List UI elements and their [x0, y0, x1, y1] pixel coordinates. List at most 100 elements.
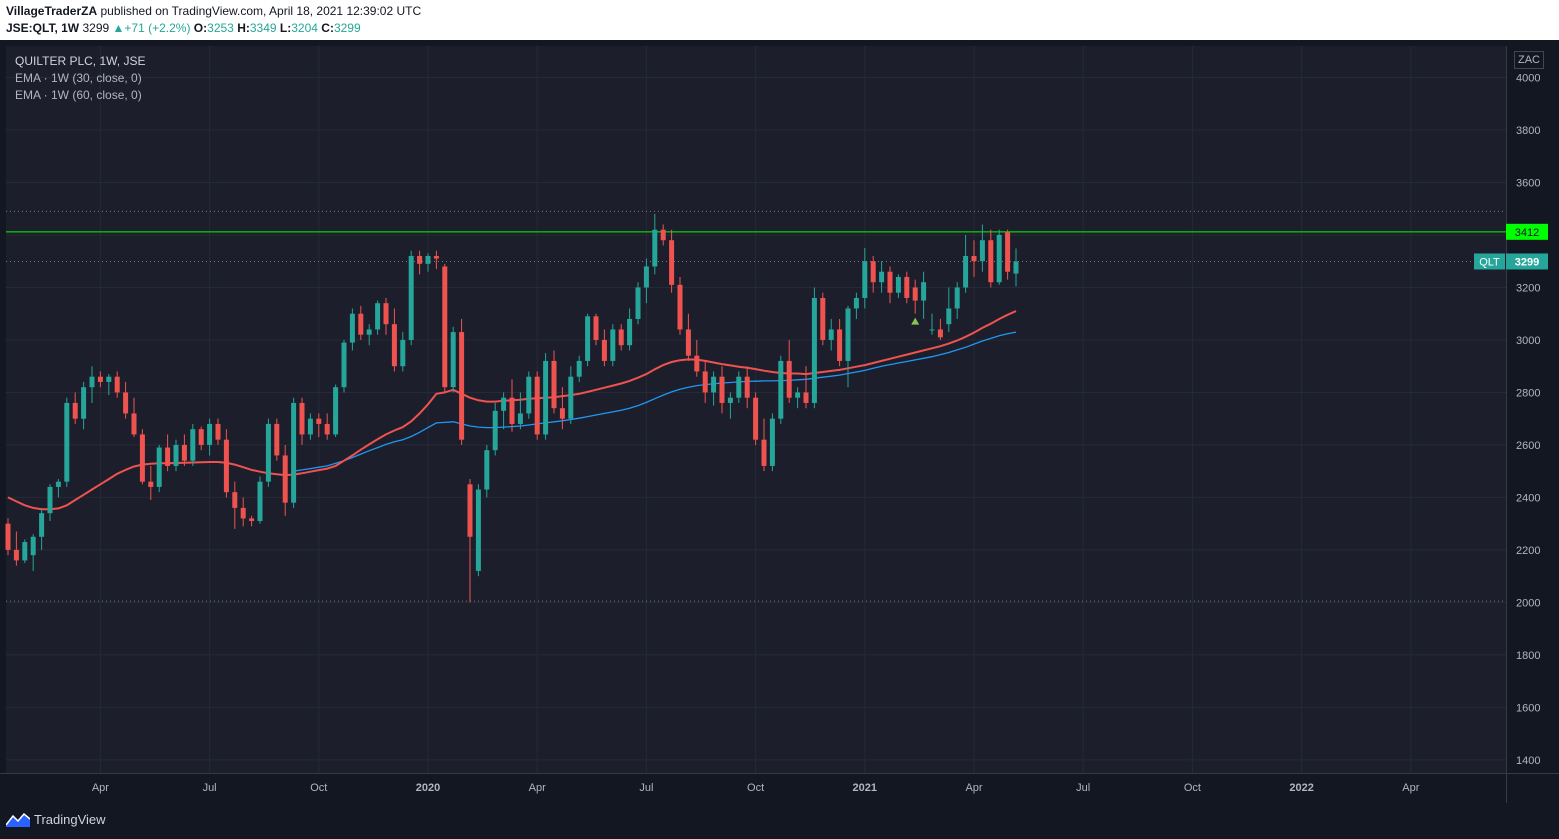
candle-body	[635, 287, 641, 319]
candle	[879, 261, 885, 293]
candle-body	[492, 410, 498, 451]
x-tick-label: 2020	[416, 782, 440, 794]
candle	[30, 534, 36, 571]
candle	[425, 253, 431, 272]
legend-title[interactable]: QUILTER PLC, 1W, JSE	[15, 54, 146, 68]
candle	[467, 479, 473, 603]
candle-body	[123, 392, 129, 414]
candle-body	[963, 255, 969, 288]
y-tick-label: 2400	[1516, 492, 1540, 504]
candle-body	[39, 513, 45, 537]
candle-body	[517, 413, 523, 424]
candle-body	[383, 303, 389, 325]
candle	[5, 518, 11, 556]
candle-body	[912, 287, 918, 301]
x-tick-label: Apr	[965, 782, 982, 794]
candle-body	[324, 423, 330, 435]
candle	[559, 387, 565, 430]
candle	[845, 305, 851, 388]
candle	[820, 292, 826, 346]
candle	[324, 413, 330, 440]
candle-body	[417, 255, 423, 264]
candle-body	[190, 429, 196, 461]
candle-body	[215, 423, 221, 440]
candle	[618, 324, 624, 351]
candle	[123, 381, 129, 419]
candle-body	[870, 261, 876, 283]
candle	[837, 318, 843, 367]
candle-body	[72, 402, 78, 419]
candle	[778, 355, 784, 424]
candle-body	[828, 329, 834, 340]
candle-body	[459, 332, 465, 440]
x-tick-label: Jul	[203, 782, 217, 794]
candle-body	[47, 486, 53, 514]
candle	[870, 255, 876, 293]
candle	[265, 418, 271, 487]
legend-ema30[interactable]: EMA · 1W (30, close, 0)	[15, 71, 142, 85]
x-tick-label: Oct	[1184, 782, 1201, 794]
candle-body	[265, 423, 271, 482]
y-tick-label: 4000	[1516, 72, 1540, 84]
candle-body	[257, 481, 263, 522]
candle-body	[601, 339, 607, 361]
candle	[702, 360, 708, 403]
candle-body	[551, 360, 557, 409]
publication-header: VillageTraderZA published on TradingView…	[0, 0, 1559, 40]
candle	[442, 263, 448, 393]
candle-body	[786, 360, 792, 398]
candle-body	[559, 408, 565, 419]
candle-body	[5, 523, 11, 550]
candle-body	[501, 397, 507, 411]
y-tick-label: 1600	[1516, 702, 1540, 714]
tradingview-logo-icon	[6, 812, 30, 827]
candle	[828, 318, 834, 351]
candle	[769, 413, 775, 472]
candle	[534, 371, 540, 440]
candle-body	[727, 397, 733, 403]
candle-body	[845, 308, 851, 361]
candle	[81, 381, 87, 430]
x-tick-label: Oct	[310, 782, 327, 794]
candle	[249, 515, 255, 527]
signal-triangle-icon	[911, 317, 920, 325]
y-tick-label: 2800	[1516, 387, 1540, 399]
candle	[643, 258, 649, 304]
candle-body	[341, 342, 347, 388]
chart-legend: QUILTER PLC, 1W, JSE EMA · 1W (30, close…	[15, 53, 145, 104]
candle-body	[879, 271, 885, 283]
high-value: 3349	[249, 21, 277, 35]
candle-body	[694, 355, 700, 372]
candle-body	[904, 276, 910, 298]
close-label: C:	[321, 21, 334, 35]
tradingview-brand[interactable]: TradingView	[6, 812, 106, 827]
y-tick-label: 2200	[1516, 545, 1540, 557]
candle	[341, 339, 347, 393]
candle-body	[652, 229, 658, 267]
candle	[55, 479, 61, 498]
author-name[interactable]: VillageTraderZA	[6, 4, 98, 18]
candle	[786, 339, 792, 403]
candle-body	[996, 234, 1002, 283]
candle	[895, 274, 901, 298]
candle	[719, 366, 725, 414]
candle-body	[156, 447, 162, 487]
candle-body	[55, 481, 61, 487]
candle-body	[467, 484, 473, 537]
currency-label[interactable]: ZAC	[1514, 51, 1544, 69]
candle-body	[114, 376, 120, 393]
candle-body	[249, 518, 255, 522]
candle	[475, 484, 481, 577]
candle-body	[13, 549, 19, 561]
candle-body	[921, 282, 927, 301]
candle	[383, 297, 389, 335]
open-label: O:	[193, 21, 208, 35]
candle-body	[22, 542, 28, 561]
legend-ema60[interactable]: EMA · 1W (60, close, 0)	[15, 88, 142, 102]
candle	[417, 250, 423, 275]
candle	[215, 418, 221, 445]
candle	[198, 426, 204, 451]
candle-body	[795, 392, 801, 398]
candle-body	[979, 240, 985, 262]
